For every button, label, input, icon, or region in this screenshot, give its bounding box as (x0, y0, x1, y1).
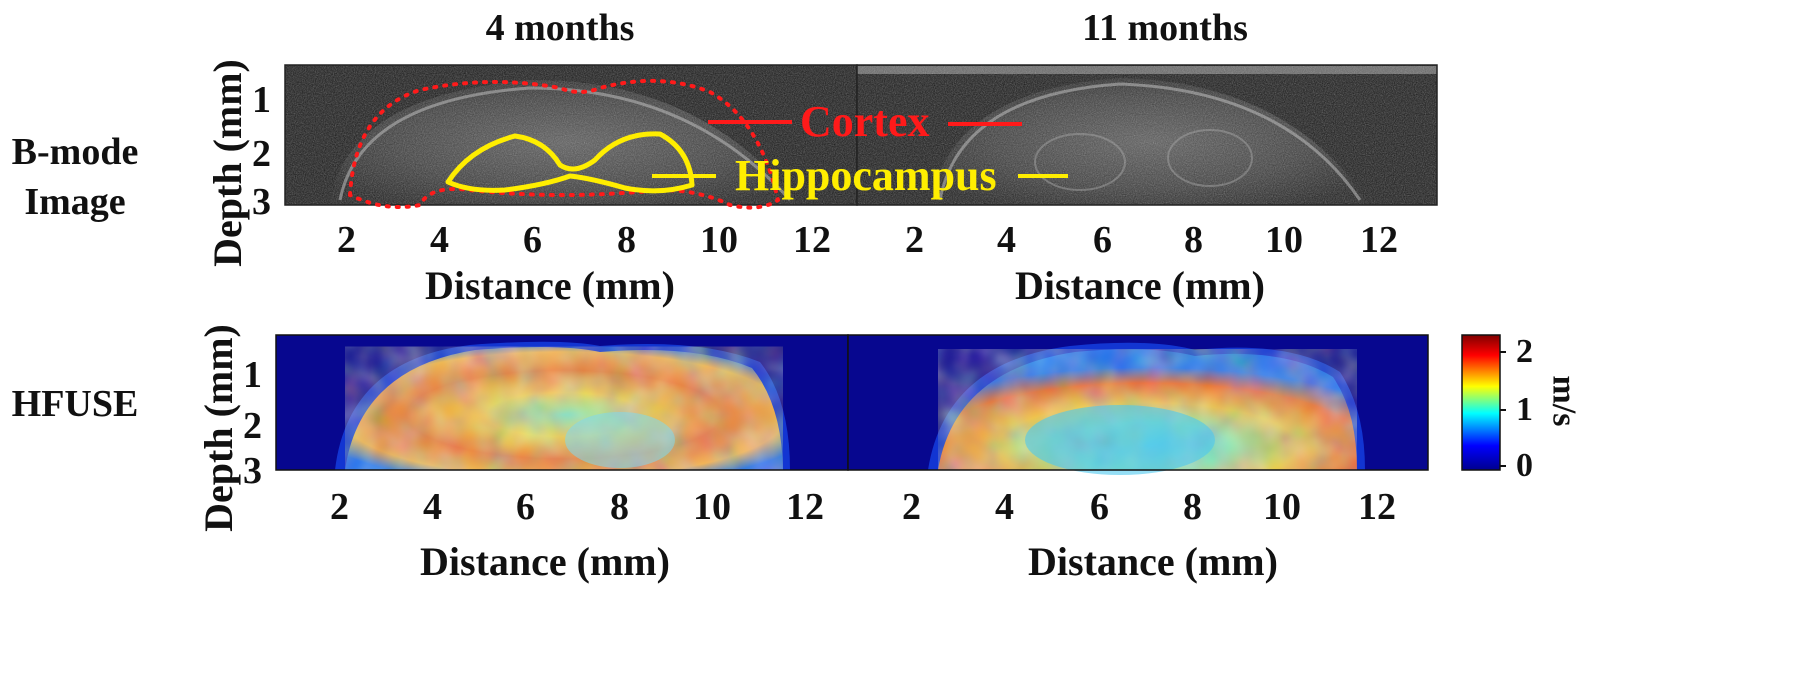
xtick-tl-8: 8 (617, 219, 636, 261)
ylabel-hfuse: Depth (mm) (196, 324, 241, 532)
ytick-bmode-1: 1 (252, 79, 271, 121)
xtick-br-4: 4 (995, 486, 1014, 528)
xtick-bl-6: 6 (516, 486, 535, 528)
hippocampus-outline (445, 131, 695, 194)
ytick-hfuse-1: 1 (243, 354, 262, 396)
xtick-tr-10: 10 (1265, 219, 1303, 261)
xtick-bl-2: 2 (330, 486, 349, 528)
xtick-br-12: 12 (1358, 486, 1396, 528)
ytick-hfuse-2: 2 (243, 405, 262, 447)
xlabel-top-right: Distance (mm) (1015, 263, 1265, 308)
hippocampus-label: Hippocampus (735, 151, 997, 200)
bmode-11months-panel (857, 65, 1437, 205)
xtick-br-2: 2 (902, 486, 921, 528)
column-title-4-months: 4 months (485, 7, 635, 49)
xtick-tr-12: 12 (1360, 219, 1398, 261)
xtick-br-8: 8 (1183, 486, 1202, 528)
xtick-tl-4: 4 (430, 219, 449, 261)
colorbar-tick-0: 0 (1516, 447, 1533, 484)
hfuse-4months-panel (276, 335, 848, 470)
colorbar-tick-2: 2 (1516, 333, 1533, 370)
colorbar (1461, 334, 1501, 471)
colorbar-unit: m/s (1545, 375, 1583, 427)
cortex-label: Cortex (800, 97, 930, 146)
xtick-br-6: 6 (1090, 486, 1109, 528)
ytick-bmode-2: 2 (252, 133, 271, 175)
ylabel-bmode: Depth (mm) (205, 59, 250, 267)
xtick-bl-10: 10 (693, 486, 731, 528)
bmode-4months-panel (285, 65, 857, 205)
xlabel-bottom-right: Distance (mm) (1028, 539, 1278, 584)
xtick-tl-12: 12 (793, 219, 831, 261)
xtick-tr-8: 8 (1184, 219, 1203, 261)
xtick-tl-6: 6 (523, 219, 542, 261)
xtick-tl-2: 2 (337, 219, 356, 261)
xtick-bl-4: 4 (423, 486, 442, 528)
row-label-hfuse: HFUSE (11, 383, 139, 425)
xlabel-top-left: Distance (mm) (425, 263, 675, 308)
xtick-br-10: 10 (1263, 486, 1301, 528)
xlabel-bottom-left: Distance (mm) (420, 539, 670, 584)
colorbar-tick-1: 1 (1516, 391, 1533, 428)
hfuse-11months-panel (848, 335, 1428, 475)
xtick-tl-10: 10 (700, 219, 738, 261)
row-label-bmode-line1: B-mode (11, 131, 139, 173)
column-title-11-months: 11 months (1082, 7, 1248, 49)
ytick-bmode-3: 3 (252, 181, 271, 223)
xtick-bl-8: 8 (610, 486, 629, 528)
xtick-bl-12: 12 (786, 486, 824, 528)
xtick-tr-6: 6 (1093, 219, 1112, 261)
xtick-tr-4: 4 (997, 219, 1016, 261)
xtick-tr-2: 2 (905, 219, 924, 261)
ytick-hfuse-3: 3 (243, 450, 262, 492)
row-label-bmode-line2: Image (24, 181, 126, 223)
